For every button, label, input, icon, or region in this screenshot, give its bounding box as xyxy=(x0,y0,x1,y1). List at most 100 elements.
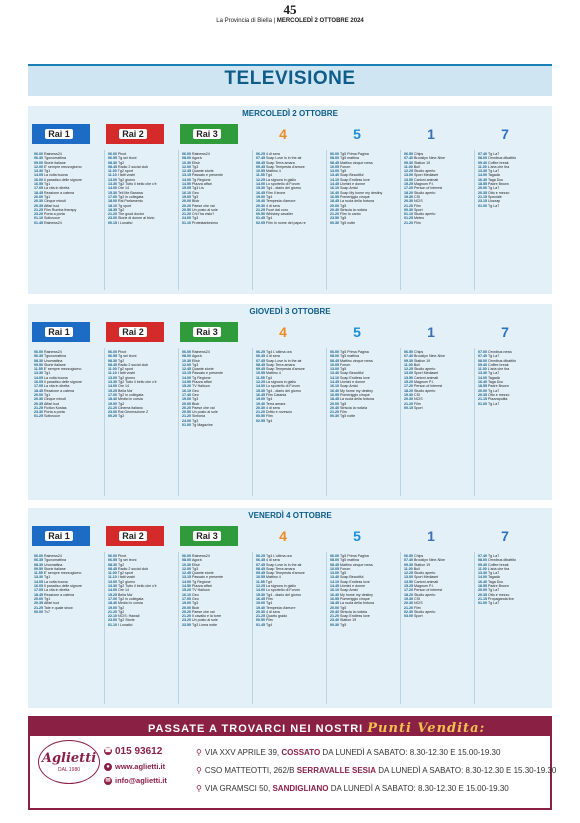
program-item: 06.50Chips xyxy=(404,350,468,354)
program-time: 08.45 xyxy=(256,566,265,571)
program-item: 12.00Tg3 xyxy=(182,363,246,367)
channel-number-icon: 7 xyxy=(501,528,509,544)
program-title: Unomattina xyxy=(44,358,63,363)
ad-email[interactable]: ✉ info@aglietti.it xyxy=(104,776,167,786)
program-item: 01.10I Lunatici xyxy=(108,623,172,627)
program-title: Tg3 Lis xyxy=(192,186,204,191)
channel-name: Rai 3 xyxy=(193,531,221,541)
ad-phone[interactable]: ☎ 015 93612 xyxy=(104,746,162,757)
program-time: 10.30 xyxy=(182,358,191,363)
program-time: 09.45 xyxy=(256,164,265,169)
program-item: 17.20Person of interest xyxy=(404,186,468,190)
program-item: 06.25Tg4 L'ultima ora xyxy=(256,350,320,354)
program-item: 20.50Un posto al sole xyxy=(182,410,246,414)
program-item: 16.40Taga Doc xyxy=(478,380,542,384)
program-title: Rainews24 xyxy=(44,152,62,156)
program-time: 20.35 xyxy=(478,592,487,597)
program-item: 21.20Film Io canto xyxy=(330,212,394,216)
program-time: 08.45 xyxy=(330,562,339,567)
program-title: Person of interest xyxy=(414,384,443,389)
program-item: 01.10Protestantesimo xyxy=(182,221,246,225)
program-time: 10.30 xyxy=(182,160,191,165)
program-title: Elisir xyxy=(192,160,200,165)
column-divider xyxy=(104,150,105,290)
program-title: Tg2 xyxy=(118,207,125,212)
day-label: GIOVEDÌ 3 OTTOBRE xyxy=(243,307,337,316)
program-item: 11.55Tg4 xyxy=(256,173,320,177)
program-title: Geo xyxy=(192,592,199,597)
program-time: 06.00 xyxy=(182,554,191,558)
program-title: Porta a porta xyxy=(44,212,65,217)
program-title: Tg La7 xyxy=(488,401,500,406)
program-title: Magnum P.I. xyxy=(414,584,434,589)
program-time: 12.25 xyxy=(256,584,265,589)
program-item: 07.40Tg La7 xyxy=(478,354,542,358)
program-item: 01.00Tg La7 xyxy=(478,601,542,605)
program-title: Tg5 mattina xyxy=(340,156,359,161)
program-item: 17.40Geo xyxy=(182,393,246,397)
program-title: Tagadà xyxy=(488,375,500,380)
program-title: Soap Amici xyxy=(340,588,358,593)
program-title: Storie di donne al bivio xyxy=(118,216,155,221)
program-item: 21.20Film xyxy=(330,410,394,414)
program-time: 08.00 xyxy=(478,558,487,563)
program-time: 11.00 xyxy=(108,367,117,372)
program-time: 16.55 xyxy=(330,392,339,397)
program-item: 08.45Radio 2 social club xyxy=(108,567,172,571)
program-title: Tg3 xyxy=(192,362,199,367)
program-time: 06.00 xyxy=(330,554,339,558)
program-item: 13.00Tg5 xyxy=(330,169,394,173)
program-title: Mattino cinque news xyxy=(340,562,373,567)
advertisement[interactable]: PASSATE A TROVARCI NEI NOSTRI Punti Vend… xyxy=(28,716,556,810)
newspaper-name: La Provincia di Biella xyxy=(216,18,272,24)
program-time: 06.00 xyxy=(182,152,191,156)
program-title: E' sempre mezzogiorno xyxy=(43,367,82,372)
program-item: 18.20Studio aperto xyxy=(404,593,468,597)
program-time: 06.00 xyxy=(34,554,43,558)
program-item: 16.10Geo xyxy=(182,389,246,393)
program-time: 20.35 xyxy=(34,601,43,606)
program-time: 06.00 xyxy=(330,350,339,354)
program-title: La volta buona xyxy=(44,173,68,178)
program-item: 10.30Elisir xyxy=(182,359,246,363)
program-title: Tg2 Tutto il bello che c'è xyxy=(118,380,157,385)
program-title: La volta buona xyxy=(44,579,68,584)
program-item: 01.45Tg4 xyxy=(256,623,320,627)
program-time: 16.55 xyxy=(330,194,339,199)
program-title: Cartoni animati xyxy=(414,177,439,182)
program-time: 06.00 xyxy=(34,152,43,156)
program-title: Tg2 xyxy=(118,358,125,363)
program-time: 10.05 xyxy=(330,362,339,367)
program-time: 14.10 xyxy=(330,579,339,584)
ad-website[interactable]: ● www.aglietti.it xyxy=(104,762,165,772)
program-time: 19.30 xyxy=(404,194,413,199)
program-item: 13.30Tg La7 xyxy=(478,571,542,575)
program-title: Tg La7 xyxy=(488,186,500,191)
program-title: Pomeriggio cinque xyxy=(340,194,370,199)
program-time: 13.30 xyxy=(34,371,43,376)
program-time: 15.25 xyxy=(404,584,413,589)
program-item: 17.20Person of interest xyxy=(404,384,468,388)
program-title: Medici in corsia xyxy=(118,601,143,606)
program-item: 01.45Tg4 xyxy=(256,216,320,220)
program-item: 20.30NCIS xyxy=(404,199,468,203)
program-title: Rainews24 xyxy=(192,350,210,354)
program-time: 17.20 xyxy=(404,186,413,191)
pin-icon: ⚲ xyxy=(196,766,202,775)
program-item: 01.25Meteo xyxy=(404,216,468,220)
program-item: 14.45Uomini e donne xyxy=(330,182,394,186)
program-title: Forum xyxy=(340,362,351,367)
program-title: Mattino cinque news xyxy=(340,358,373,363)
store-address: VIA GRAMSCI 50, xyxy=(204,784,271,793)
program-time: 10.55 xyxy=(256,575,265,580)
program-time: 12.25 xyxy=(256,380,265,385)
column-divider xyxy=(252,348,253,496)
program-time: 16.05 xyxy=(34,584,43,589)
program-title: Station 19 xyxy=(414,358,431,363)
program-title: Film Catania xyxy=(266,392,287,397)
program-time: 17.00 xyxy=(182,596,191,601)
program-title: Soap Endless love xyxy=(340,614,370,619)
channel-number-icon: 1 xyxy=(427,324,435,340)
program-time: 14.45 xyxy=(330,380,339,385)
program-time: 01.10 xyxy=(182,220,191,225)
